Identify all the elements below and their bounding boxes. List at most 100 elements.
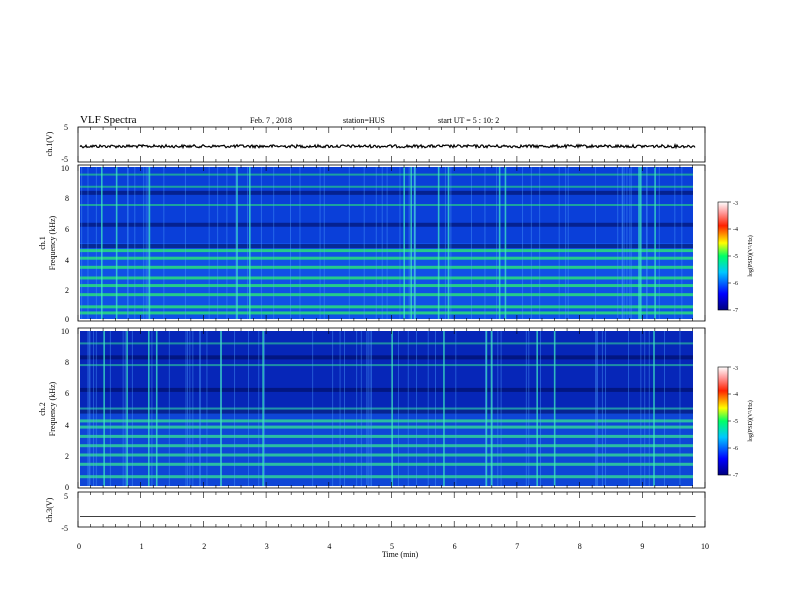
spectrogram-burst bbox=[648, 331, 650, 486]
spectrogram-burst bbox=[124, 331, 126, 486]
spectrogram-burst bbox=[248, 331, 250, 486]
spectrogram-burst bbox=[348, 167, 350, 319]
ch2-colorbar-tick-m7: -7 bbox=[733, 473, 738, 479]
spectrogram-burst bbox=[81, 167, 83, 319]
ch1-waveform-panel: 5 -5 ch.1(V) bbox=[45, 123, 706, 164]
spectrogram-burst bbox=[247, 167, 249, 319]
spectrogram-burst bbox=[115, 167, 118, 319]
spectrogram-burst bbox=[366, 331, 368, 486]
spectrogram-band bbox=[80, 265, 693, 269]
x-tick-0: 0 bbox=[77, 542, 81, 551]
ch2-spectrogram-ylabel-channel: ch.2 bbox=[38, 402, 47, 416]
ch3-waveform-ticks bbox=[77, 492, 706, 527]
spectrogram-burst bbox=[485, 331, 486, 486]
spectrogram-burst bbox=[629, 167, 631, 319]
spectrogram-burst bbox=[235, 167, 237, 319]
spectrogram-burst bbox=[344, 331, 345, 486]
x-tick-1: 1 bbox=[140, 542, 144, 551]
spectrogram-burst bbox=[553, 331, 556, 486]
spectrogram-burst bbox=[134, 167, 136, 319]
spectrogram-burst bbox=[447, 167, 450, 319]
figure-title: VLF Spectra bbox=[80, 114, 137, 126]
spectrogram-burst bbox=[264, 331, 265, 486]
spectrogram-burst bbox=[391, 331, 393, 486]
spectrogram-band bbox=[80, 462, 693, 466]
ch1-colorbar-tick-m7: -7 bbox=[733, 308, 738, 314]
spectrogram-burst bbox=[491, 331, 493, 486]
spectrogram-burst bbox=[399, 167, 401, 319]
x-tick-9: 9 bbox=[640, 542, 644, 551]
spectrogram-burst bbox=[148, 167, 151, 319]
spectrogram-burst bbox=[187, 331, 188, 486]
spectrogram-band bbox=[80, 311, 693, 315]
spectrogram-burst bbox=[258, 331, 260, 486]
x-axis-tick-labels: 0 1 2 3 4 5 6 7 8 9 10 bbox=[77, 542, 709, 551]
spectrogram-burst bbox=[595, 167, 596, 319]
ch2-spectrogram-ylabel-frequency: Frequency (kHz) bbox=[48, 381, 57, 436]
spectrogram-burst bbox=[601, 331, 603, 486]
x-tick-2: 2 bbox=[202, 542, 206, 551]
ch2-freq-tick-2: 2 bbox=[65, 452, 69, 461]
ch2-colorbar-tick-m5: -5 bbox=[733, 419, 738, 425]
ch1-spectrogram-panel: 0 2 4 6 8 10 ch.1 Frequency (kHz) bbox=[38, 164, 706, 324]
spectrogram-burst bbox=[122, 331, 124, 486]
spectrogram-band bbox=[80, 425, 693, 429]
spectrogram-band bbox=[80, 419, 693, 423]
spectrogram-burst bbox=[485, 331, 488, 486]
ch2-colorbar-label: log(PSD)(V²/Hz) bbox=[747, 400, 754, 441]
spectrogram-burst bbox=[356, 331, 358, 486]
spectrogram-burst bbox=[262, 331, 264, 486]
spectrogram-band bbox=[80, 173, 693, 176]
spectrogram-burst bbox=[565, 167, 567, 319]
spectrogram-burst bbox=[163, 167, 165, 319]
spectrogram-dark-strip bbox=[80, 190, 693, 195]
spectrogram-burst bbox=[371, 331, 372, 486]
ch1-freq-tick-0: 0 bbox=[65, 315, 69, 324]
spectrogram-burst bbox=[644, 331, 646, 486]
ch2-freq-tick-0: 0 bbox=[65, 483, 69, 492]
spectrogram-burst bbox=[410, 167, 413, 319]
spectrogram-burst bbox=[375, 167, 377, 319]
spectrogram-band bbox=[80, 305, 693, 309]
spectrogram-burst bbox=[605, 331, 606, 486]
ch3-waveform-panel: 5 -5 ch.3(V) bbox=[45, 491, 706, 533]
spectrogram-burst bbox=[87, 167, 89, 319]
spectrogram-burst bbox=[290, 167, 292, 319]
spectrogram-burst bbox=[236, 167, 238, 319]
x-axis-label: Time (min) bbox=[382, 550, 419, 559]
ch1-freq-tick-10: 10 bbox=[61, 164, 69, 173]
ch2-freq-tick-8: 8 bbox=[65, 358, 69, 367]
spectrogram-burst bbox=[386, 167, 388, 319]
spectrogram-burst bbox=[93, 331, 95, 486]
x-tick-4: 4 bbox=[327, 542, 331, 551]
spectrogram-band bbox=[80, 407, 693, 410]
ch1-waveform-ylabel: ch.1(V) bbox=[45, 131, 54, 156]
ch2-freq-tick-10: 10 bbox=[61, 327, 69, 336]
spectrogram-burst bbox=[103, 331, 105, 486]
spectrogram-band bbox=[80, 204, 693, 206]
spectrogram-band bbox=[80, 434, 693, 438]
spectrogram-burst bbox=[484, 167, 486, 319]
spectrogram-burst bbox=[234, 331, 236, 486]
spectrogram-burst bbox=[363, 167, 365, 319]
ch2-colorbar-ticks bbox=[728, 366, 731, 476]
spectrogram-burst bbox=[381, 167, 383, 319]
spectrogram-burst bbox=[664, 331, 666, 486]
spectrogram-burst bbox=[558, 167, 560, 319]
x-tick-6: 6 bbox=[453, 542, 457, 551]
spectrogram-burst bbox=[654, 167, 656, 319]
spectrogram-burst bbox=[497, 331, 499, 486]
ch1-wave-ytick-bottom: -5 bbox=[61, 155, 68, 164]
spectrogram-burst bbox=[332, 331, 334, 486]
spectrogram-burst bbox=[249, 167, 251, 319]
ch1-colorbar-tick-m5: -5 bbox=[733, 254, 738, 260]
spectrogram-burst bbox=[679, 331, 681, 486]
spectrogram-burst bbox=[200, 331, 201, 486]
spectrogram-burst bbox=[414, 167, 416, 319]
x-tick-10: 10 bbox=[701, 542, 709, 551]
ch1-colorbar-tick-m4: -4 bbox=[733, 227, 738, 233]
ch1-colorbar-label: log(PSD)(V²/Hz) bbox=[747, 235, 754, 276]
spectrogram-burst bbox=[617, 167, 619, 319]
ch1-colorbar: -3 -4 -5 -6 -7 log(PSD)(V²/Hz) bbox=[717, 201, 754, 314]
